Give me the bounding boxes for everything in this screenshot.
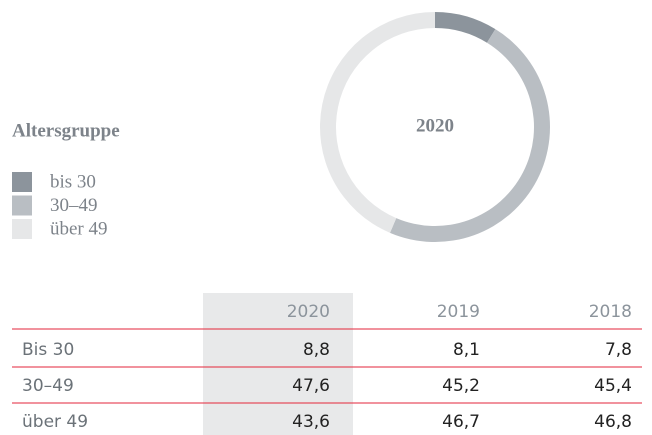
row-label: Bis 30 [22, 340, 74, 360]
table-cell: 8,1 [453, 340, 480, 360]
legend-label: 30–49 [50, 195, 98, 216]
donut-segment [320, 12, 435, 233]
donut-segment [435, 12, 496, 43]
legend-title: Altersgruppe [12, 120, 120, 141]
table-cell: 45,4 [594, 376, 632, 396]
table-cell: 7,8 [605, 340, 632, 360]
table-cell: 43,6 [292, 412, 330, 432]
row-label: über 49 [22, 412, 88, 432]
legend-swatch [12, 195, 32, 216]
table-cell: 45,2 [442, 376, 480, 396]
table-header: 2019 [437, 302, 480, 322]
table-header: 2018 [589, 302, 632, 322]
legend-swatch [12, 219, 32, 239]
highlight-column [203, 293, 353, 435]
legend-label: bis 30 [50, 171, 96, 192]
table-cell: 8,8 [303, 340, 330, 360]
center-label: 2020 [416, 115, 454, 136]
table-cell: 46,8 [594, 412, 632, 432]
legend-swatch [12, 172, 32, 192]
row-label: 30–49 [22, 376, 74, 396]
table-cell: 47,6 [292, 376, 330, 396]
table-header: 2020 [287, 302, 330, 322]
table-cell: 46,7 [442, 412, 480, 432]
donut-segment [389, 29, 550, 242]
legend-label: über 49 [50, 218, 108, 239]
